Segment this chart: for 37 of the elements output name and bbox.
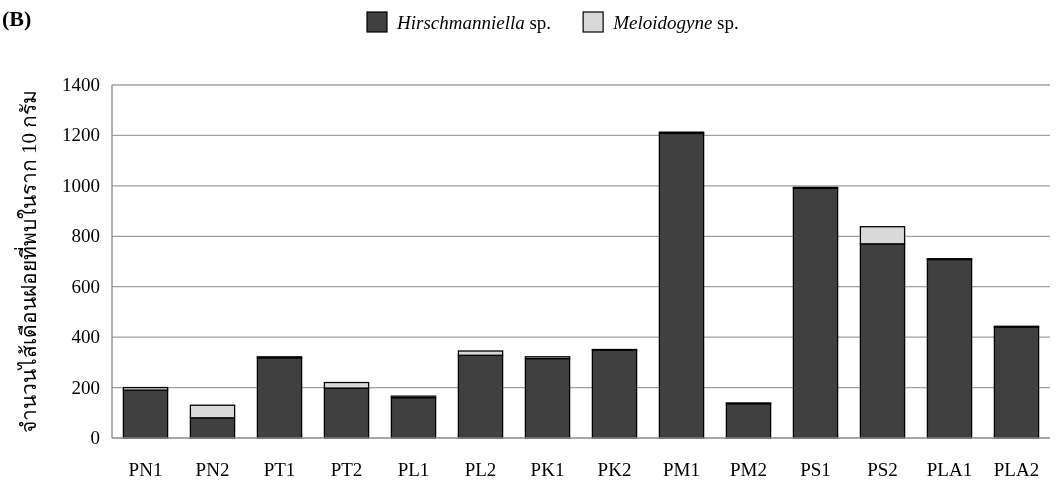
x-tick-label: PL1 xyxy=(397,459,430,480)
x-tick-label: PLA2 xyxy=(993,459,1040,480)
bar xyxy=(725,403,772,439)
y-tick-label: 0 xyxy=(90,427,100,448)
y-tick-label: 200 xyxy=(71,376,100,398)
x-tick-label: PM1 xyxy=(663,459,700,480)
x-tick-label: PT2 xyxy=(330,459,363,480)
y-tick-label: 1400 xyxy=(62,74,100,95)
bar xyxy=(993,326,1040,439)
y-tick-label: 600 xyxy=(71,275,100,297)
x-tick-label: PLA1 xyxy=(926,459,973,480)
x-tick-label: PN1 xyxy=(128,459,163,480)
y-tick-label: 800 xyxy=(71,225,100,247)
bar xyxy=(658,132,705,439)
y-tick-label: 1000 xyxy=(62,174,100,196)
x-tick-label: PL2 xyxy=(464,459,497,480)
chart-title: (B) xyxy=(2,6,32,31)
x-tick-label: PN2 xyxy=(195,459,230,480)
y-axis-title: จำนวนไส้เดือนฝอยที่พบในราก 10 กรัม xyxy=(14,89,41,434)
x-tick-label: PS1 xyxy=(800,459,831,480)
bar xyxy=(792,187,839,439)
bar xyxy=(591,349,638,439)
legend-label: Hirschmanniella sp. xyxy=(396,12,552,33)
x-tick-label: PS2 xyxy=(867,459,898,480)
x-tick-label: PT1 xyxy=(263,459,296,480)
bar xyxy=(256,357,303,439)
bar xyxy=(457,354,504,439)
bar xyxy=(524,357,571,439)
y-tick-label: 1200 xyxy=(62,124,100,146)
bar xyxy=(122,389,169,439)
x-tick-label: PK2 xyxy=(597,459,632,480)
bar xyxy=(926,258,973,439)
y-tick-label: 400 xyxy=(71,326,100,348)
bar xyxy=(390,397,437,439)
legend-label: Meloidogyne sp. xyxy=(612,12,739,33)
x-tick-label: PK1 xyxy=(530,459,565,480)
x-tick-label: PM2 xyxy=(730,459,767,480)
